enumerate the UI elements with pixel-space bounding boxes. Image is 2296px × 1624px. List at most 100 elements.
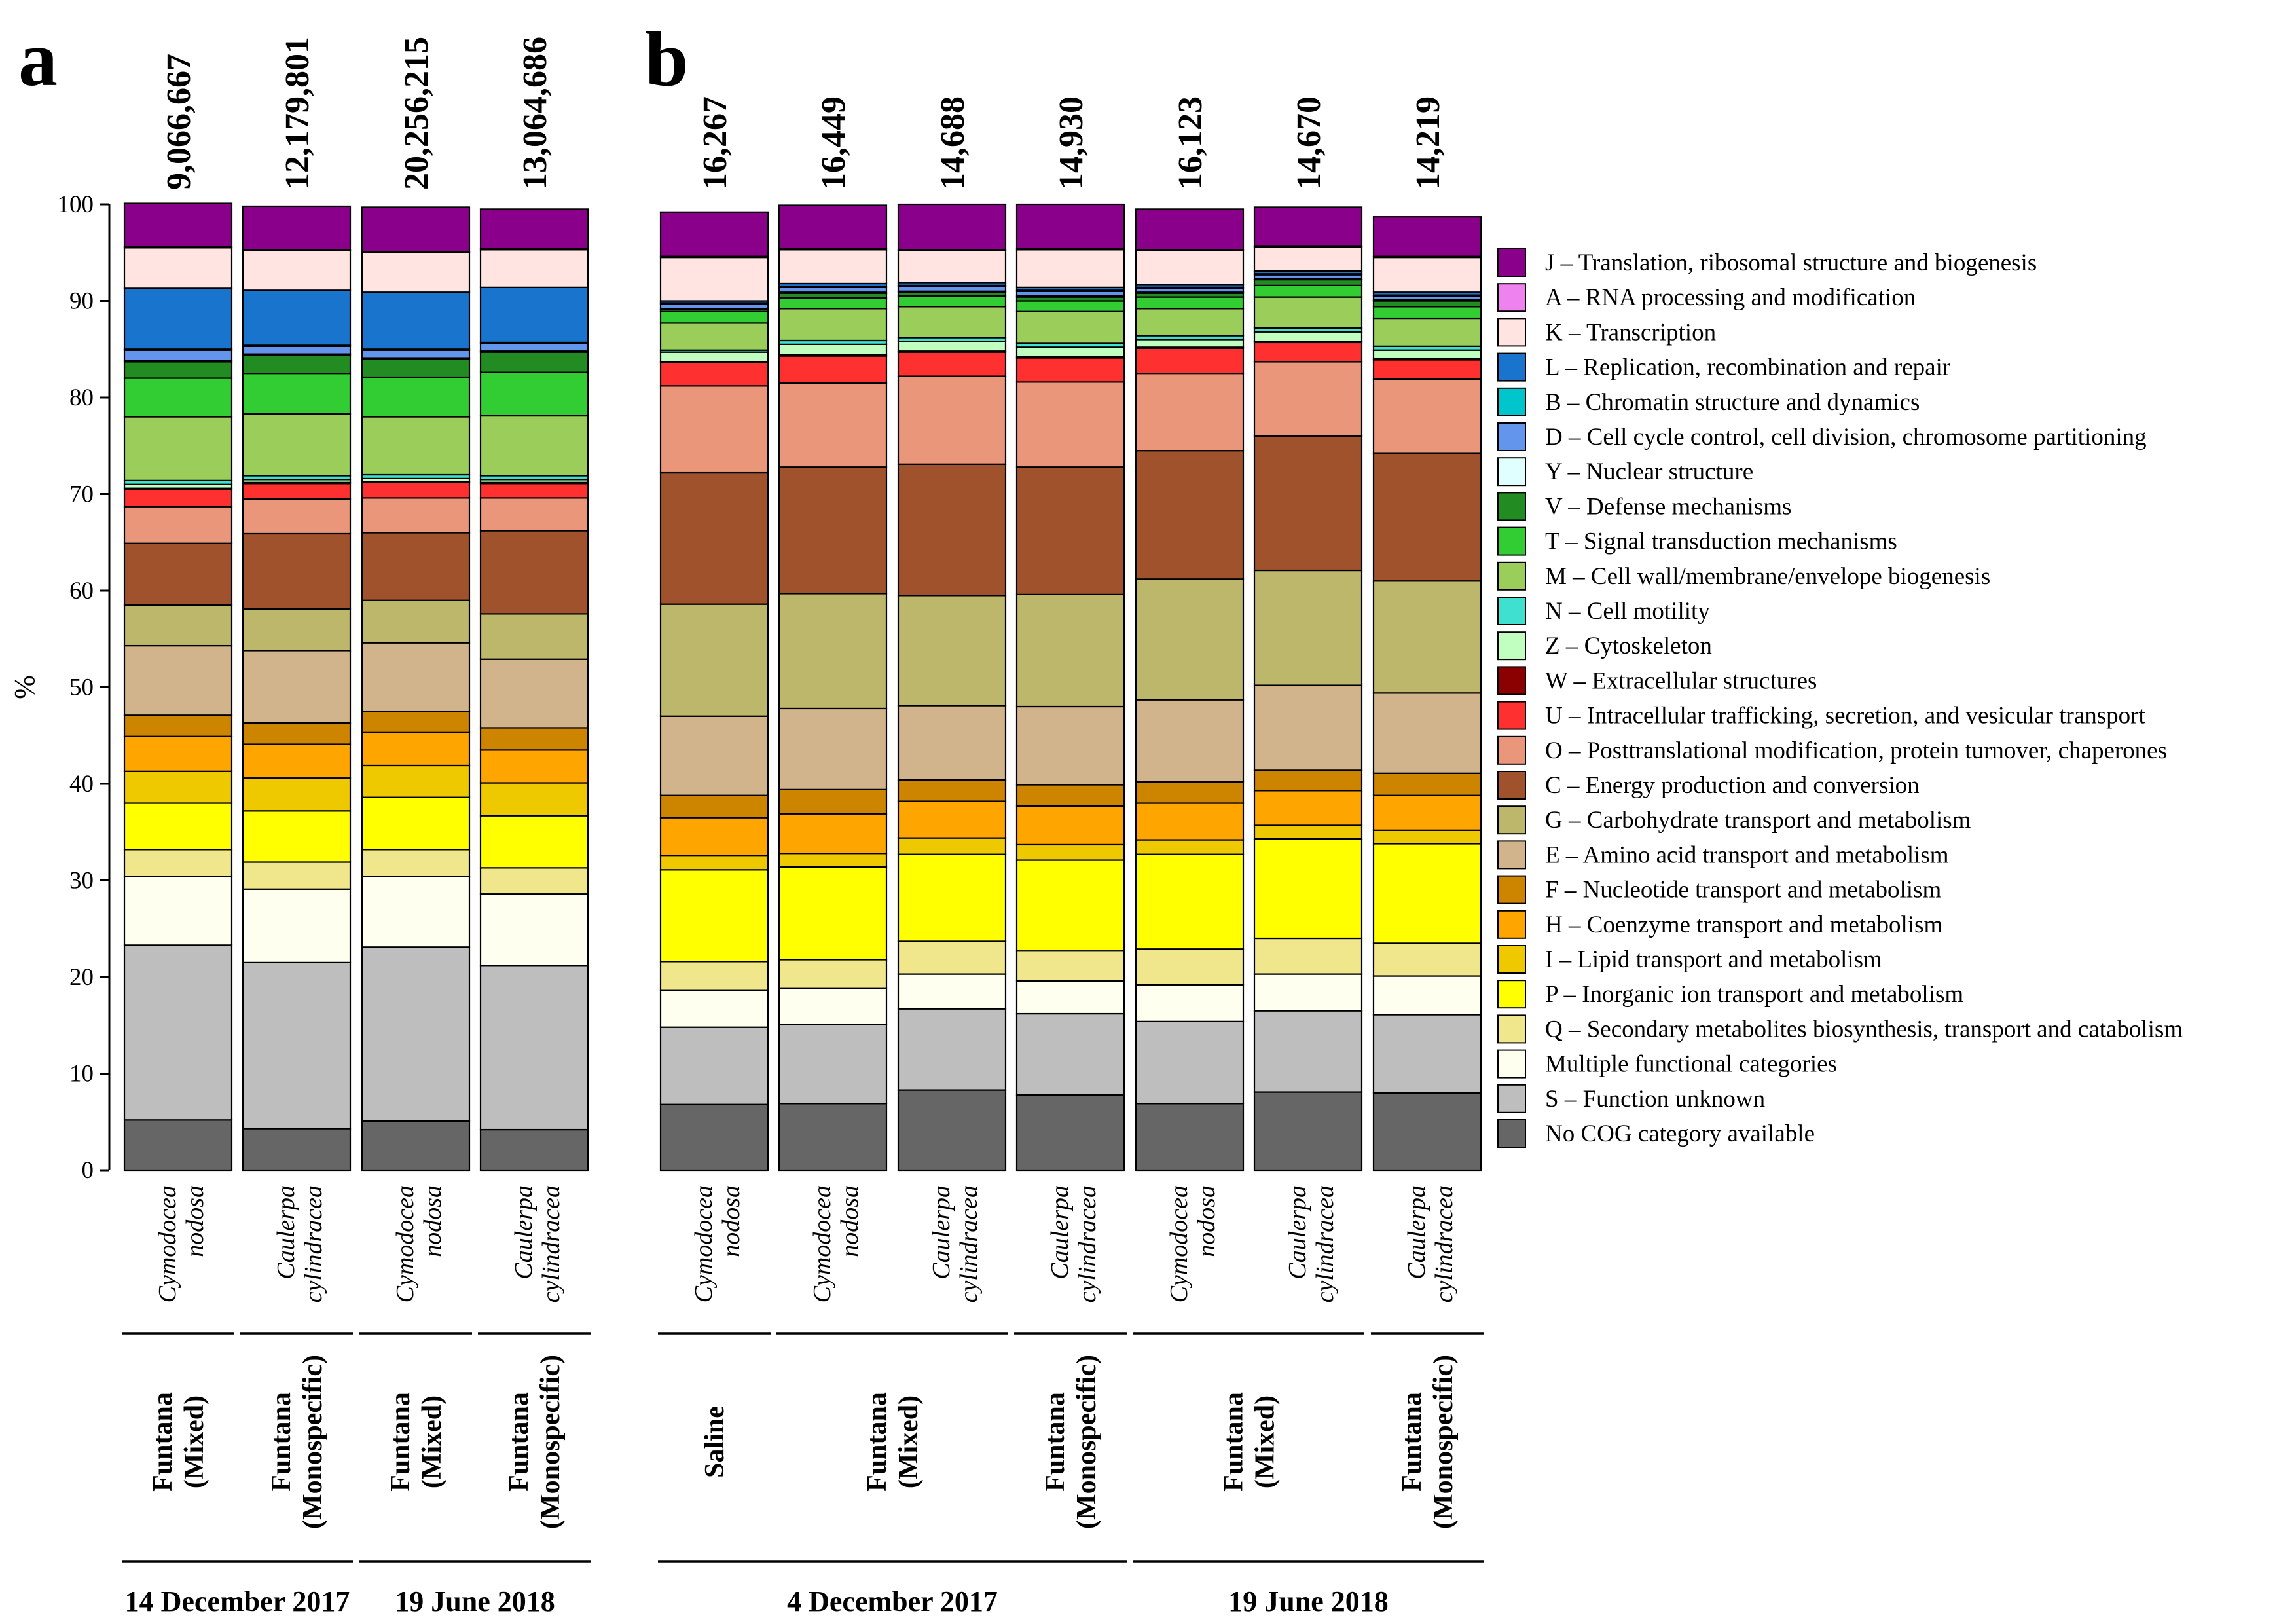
bar-segment-t (1015, 300, 1125, 312)
bar-segment-q (479, 867, 589, 895)
y-axis: 0 10 20 30 40 50 60 70 80 90 100% (9, 191, 111, 1184)
legend-item-k: K – Transcription (1497, 318, 1716, 347)
bar-segment-j (361, 206, 471, 253)
site-group-label: (Mixed) (417, 1395, 447, 1488)
bar-segment-h (659, 817, 769, 857)
bar-segment-h (479, 749, 589, 784)
species-label-epithet: cylindracea (1074, 1185, 1101, 1302)
legend-swatch (1497, 318, 1526, 347)
legend-item-u: U – Intracellular trafficking, secretion… (1497, 701, 2145, 730)
bar-total-label: 13,064,686 (517, 37, 554, 190)
bar-segment-g (659, 603, 769, 717)
bar-segment-z (897, 341, 1007, 352)
bar-segment-f (242, 722, 352, 745)
stacked-bar (1015, 203, 1125, 1172)
bar-segment-g (1015, 593, 1125, 708)
bar-segment-d (123, 349, 233, 362)
bar-segment-mult (897, 973, 1007, 1010)
y-tick-label: 100 (58, 191, 94, 218)
site-group-label: Funtana (266, 1392, 297, 1492)
bar-segment-o (123, 506, 233, 544)
bar-segment-p (1135, 853, 1245, 950)
bar-segment-o (242, 498, 352, 535)
stacked-bar (1372, 216, 1482, 1172)
bar-segment-t (242, 373, 352, 415)
legend-item-y: Y – Nuclear structure (1497, 457, 1753, 487)
bar-segment-p (659, 869, 769, 963)
bar-segment-t (123, 377, 233, 418)
legend-swatch (1497, 910, 1526, 939)
legend-swatch (1497, 631, 1526, 661)
bar-segment-mult (659, 989, 769, 1028)
legend-swatch (1497, 701, 1526, 730)
legend-label: Multiple functional categories (1545, 1051, 1837, 1078)
legend-item-l: L – Replication, recombination and repai… (1497, 352, 1950, 382)
bar-segment-g (1253, 569, 1363, 686)
site-group-label: Funtana (148, 1392, 178, 1492)
bar-segment-o (1372, 378, 1482, 454)
bar-segment-m (778, 308, 888, 342)
bar-segment-t (1135, 296, 1245, 310)
legend-item-q: Q – Secondary metabolites biosynthesis, … (1497, 1014, 2183, 1044)
bar-segment-o (659, 385, 769, 474)
bar-segment-i (479, 782, 589, 817)
legend-label: Y – Nuclear structure (1545, 458, 1753, 485)
bar-segment-nocog (361, 1120, 471, 1172)
bar-segment-p (361, 796, 471, 851)
bar-segment-g (242, 608, 352, 652)
bar-segment-c (1372, 452, 1482, 582)
date-label: 14 December 2017 (125, 1585, 350, 1617)
bar-segment-h (242, 743, 352, 779)
site-group-label: (Monospecific) (1072, 1355, 1102, 1529)
bar-segment-o (1015, 381, 1125, 468)
bar-segment-s (479, 965, 589, 1131)
stacked-bar (897, 203, 1007, 1172)
bar-segment-q (659, 961, 769, 991)
species-label-epithet: cylindracea (1430, 1185, 1458, 1302)
bar-segment-h (123, 735, 233, 772)
legend-label: I – Lipid transport and metabolism (1545, 946, 1882, 973)
legend-label: D – Cell cycle control, cell division, c… (1545, 424, 2147, 451)
site-group-label: Funtana (1219, 1392, 1249, 1492)
bar-segment-t (659, 310, 769, 324)
bar-segment-s (659, 1026, 769, 1105)
legend-item-w: W – Extracellular structures (1497, 666, 1817, 695)
bar-segment-g (1135, 578, 1245, 701)
bar-segment-s (897, 1008, 1007, 1091)
bar-segment-k (1372, 257, 1482, 293)
y-tick-label: 90 (69, 288, 94, 315)
bar-segment-c (361, 532, 471, 601)
panel-letter: b (645, 15, 689, 102)
bar-segment-u (1015, 357, 1125, 383)
bar-segment-f (1135, 781, 1245, 804)
legend-item-p: P – Inorganic ion transport and metaboli… (1497, 980, 1963, 1009)
bar-segment-m (242, 413, 352, 477)
bar-segment-j (659, 211, 769, 257)
bar-segment-c (659, 471, 769, 605)
legend-item-nocog: No COG category available (1497, 1119, 1815, 1148)
legend-swatch (1497, 422, 1526, 451)
bar-segment-i (778, 853, 888, 868)
bar-segment-k (361, 251, 471, 293)
bar-segment-d (778, 286, 888, 293)
bar-segment-m (361, 416, 471, 476)
bar-segment-k (1015, 249, 1125, 288)
bar-segment-d (242, 345, 352, 355)
bar-segment-p (897, 853, 1007, 942)
bar-segment-e (479, 658, 589, 729)
bar-segment-nocog (242, 1128, 352, 1172)
bar-segment-c (479, 530, 589, 615)
bar-segment-m (123, 416, 233, 481)
site-group-label: (Mixed) (894, 1395, 924, 1488)
bar-segment-i (659, 855, 769, 871)
bar-segment-e (242, 650, 352, 724)
bar-segment-t (778, 297, 888, 310)
bar-segment-m (659, 322, 769, 351)
bar-total-label: 14,930 (1053, 96, 1090, 190)
bar-segment-h (361, 731, 471, 767)
bar-segment-t (479, 371, 589, 417)
bar-segment-z (1135, 339, 1245, 348)
bar-segment-m (1015, 310, 1125, 344)
stacked-bar (479, 208, 589, 1172)
